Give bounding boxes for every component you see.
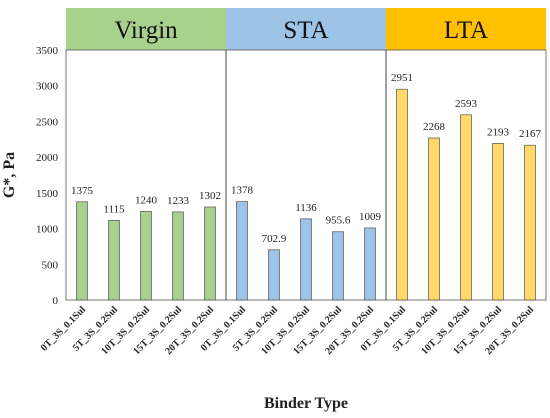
bar (236, 201, 248, 301)
y-tick-label: 3000 (36, 81, 59, 93)
x-axis-title: Binder Type (264, 395, 348, 412)
data-label: 1009 (359, 211, 382, 223)
data-label: 1375 (71, 185, 94, 197)
y-tick-label: 0 (53, 295, 59, 307)
bar (268, 249, 280, 301)
data-label: 1233 (167, 195, 190, 207)
y-tick-label: 1500 (36, 188, 59, 200)
data-label: 1115 (103, 203, 125, 215)
y-tick-label: 500 (42, 259, 59, 271)
bar (364, 227, 376, 301)
y-tick-label: 1000 (36, 224, 59, 236)
data-label: 2951 (391, 72, 413, 84)
bar (460, 114, 472, 301)
group-header-sta (226, 8, 386, 50)
group-header-lta (386, 8, 546, 50)
bar (428, 137, 440, 301)
bar (300, 218, 312, 301)
group-dividers (225, 50, 387, 300)
data-label: 1136 (295, 202, 317, 214)
bar (140, 211, 152, 301)
group-headers: Virgin STA LTA (66, 8, 546, 50)
bar (76, 201, 88, 301)
bar (524, 144, 536, 301)
bar (396, 88, 408, 301)
data-label: 2268 (423, 121, 446, 133)
y-axis-title: G*, Pa (1, 152, 18, 198)
bar (108, 220, 120, 301)
bar (492, 143, 504, 301)
group-header-label: Virgin (114, 17, 178, 44)
data-label: 702.9 (262, 233, 287, 245)
group-header-label: LTA (444, 17, 488, 44)
x-axis: 0T_3S_0.1Sul5T_3S_0.2Sul10T_3S_0.2Sul15T… (39, 304, 536, 357)
bar (204, 206, 216, 301)
data-label: 1302 (199, 190, 221, 202)
data-label: 1240 (135, 194, 158, 206)
y-tick-label: 2500 (36, 116, 59, 128)
data-label: 1378 (231, 185, 254, 197)
data-label: 2593 (455, 98, 478, 110)
y-tick-label: 2000 (36, 152, 59, 164)
data-label: 2167 (519, 128, 542, 140)
bar (332, 231, 344, 301)
group-header-virgin (66, 8, 226, 50)
data-label: 2193 (487, 126, 510, 138)
data-label: 955.6 (326, 215, 351, 227)
y-axis: 0 500 1000 1500 2000 2500 3000 3500 (36, 45, 59, 307)
plot-area: 1375 1115 1240 1233 1302 1378 702.9 1136 955.6 10… (65, 49, 547, 301)
y-tick-label: 3500 (36, 45, 59, 57)
bar (172, 211, 184, 301)
bars (76, 88, 536, 301)
group-header-label: STA (283, 17, 328, 44)
data-labels: 1375 1115 1240 1233 1302 1378 702.9 1136 955.6 10… (71, 72, 542, 245)
